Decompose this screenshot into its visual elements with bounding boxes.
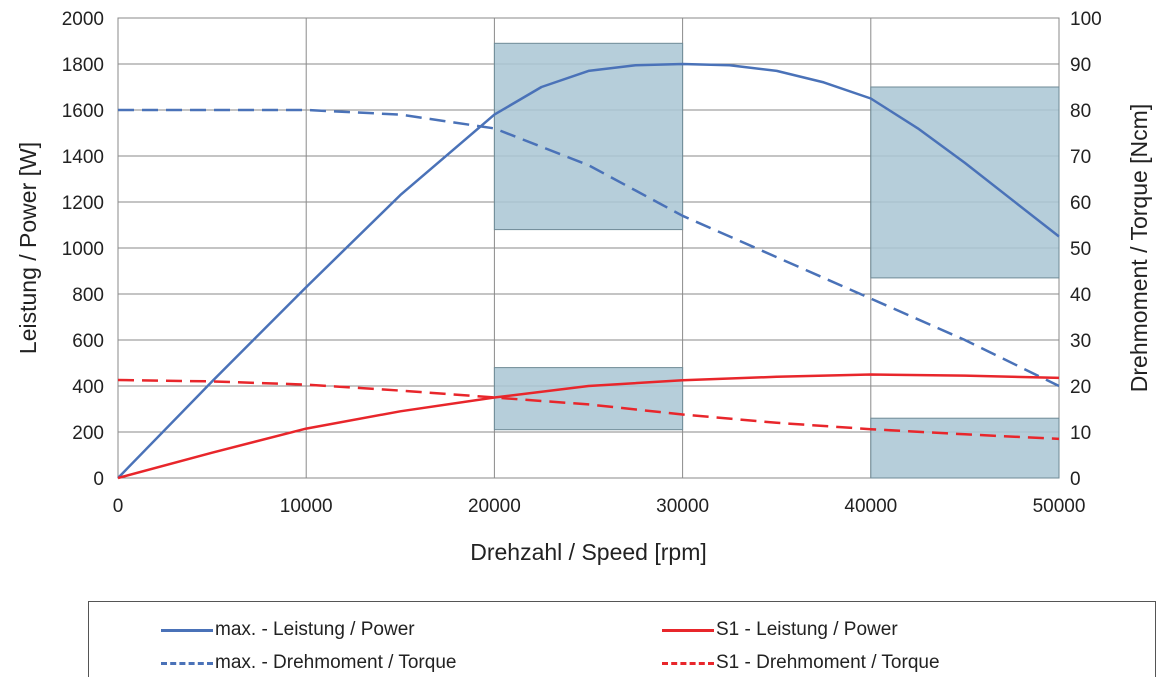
- y-right-tick-label: 30: [1070, 331, 1091, 352]
- legend-label-s1-power: S1 - Leistung / Power: [716, 619, 898, 640]
- legend-item-s1-power: S1 - Leistung / Power: [662, 615, 898, 645]
- legend: max. - Leistung / Power max. - Drehmomen…: [88, 601, 1156, 677]
- legend-swatch-s1-power: [662, 628, 714, 632]
- x-tick-label: 20000: [468, 496, 521, 517]
- y-right-tick-label: 50: [1070, 239, 1091, 260]
- legend-label-max-power: max. - Leistung / Power: [215, 619, 415, 640]
- y-left-tick-label: 600: [72, 331, 104, 352]
- legend-item-max-torque: max. - Drehmoment / Torque: [161, 648, 456, 678]
- legend-item-max-power: max. - Leistung / Power: [161, 615, 415, 645]
- chart-canvas: 0 10000 20000 30000 40000 5000002004006008001…: [15, 9, 1152, 565]
- series-line-max-leistung-power: [117, 62, 1060, 479]
- y-axis-left-title: Leistung / Power [W]: [15, 142, 41, 354]
- x-tick-label: 10000: [280, 496, 333, 517]
- y-left-tick-label: 1800: [62, 55, 104, 76]
- shaded-region: [493, 367, 684, 431]
- y-right-tick-label: 70: [1070, 147, 1091, 168]
- legend-item-s1-torque: S1 - Drehmoment / Torque: [662, 648, 940, 678]
- y-right-tick-label: 40: [1070, 285, 1091, 306]
- legend-swatch-max-torque: [161, 661, 213, 665]
- y-left-tick-label: 1000: [62, 239, 104, 260]
- y-left-tick-label: 1400: [62, 147, 104, 168]
- y-left-tick-label: 2000: [62, 9, 104, 30]
- y-left-tick-label: 0: [93, 469, 104, 490]
- series-lines: [117, 62, 1060, 480]
- y-left-tick-label: 400: [72, 377, 104, 398]
- y-axis-right-title: Drehmoment / Torque [Ncm]: [1126, 104, 1152, 392]
- y-left-tick-label: 800: [72, 285, 104, 306]
- y-right-tick-label: 20: [1070, 377, 1091, 398]
- x-tick-label: 50000: [1033, 496, 1086, 517]
- y-left-tick-label: 1200: [62, 193, 104, 214]
- y-right-tick-label: 0: [1070, 469, 1081, 490]
- y-left-tick-label: 200: [72, 423, 104, 444]
- y-left-tick-label: 1600: [62, 101, 104, 122]
- x-tick-label: 40000: [844, 496, 897, 517]
- y-right-tick-label: 90: [1070, 55, 1091, 76]
- legend-label-max-torque: max. - Drehmoment / Torque: [215, 652, 457, 673]
- x-tick-label: 0: [113, 496, 124, 517]
- x-axis-title: Drehzahl / Speed [rpm]: [470, 539, 707, 565]
- x-tick-label: 30000: [656, 496, 709, 517]
- shaded-region: [870, 417, 1060, 479]
- series-line-s1-drehmoment-torque: [117, 378, 1060, 441]
- y-right-tick-label: 100: [1070, 9, 1102, 30]
- y-right-tick-label: 60: [1070, 193, 1091, 214]
- legend-label-s1-torque: S1 - Drehmoment / Torque: [716, 652, 940, 673]
- legend-swatch-max-power: [161, 628, 213, 632]
- tick-labels: 0 10000 20000 30000 40000 5000002004006008001…: [62, 9, 1102, 517]
- series-line-s1-leistung-power: [117, 373, 1060, 480]
- y-right-tick-label: 80: [1070, 101, 1091, 122]
- shaded-region: [493, 42, 684, 231]
- series-line-max-drehmoment-torque: [118, 108, 1060, 388]
- legend-swatch-s1-torque: [662, 661, 714, 665]
- y-right-tick-label: 10: [1070, 423, 1091, 444]
